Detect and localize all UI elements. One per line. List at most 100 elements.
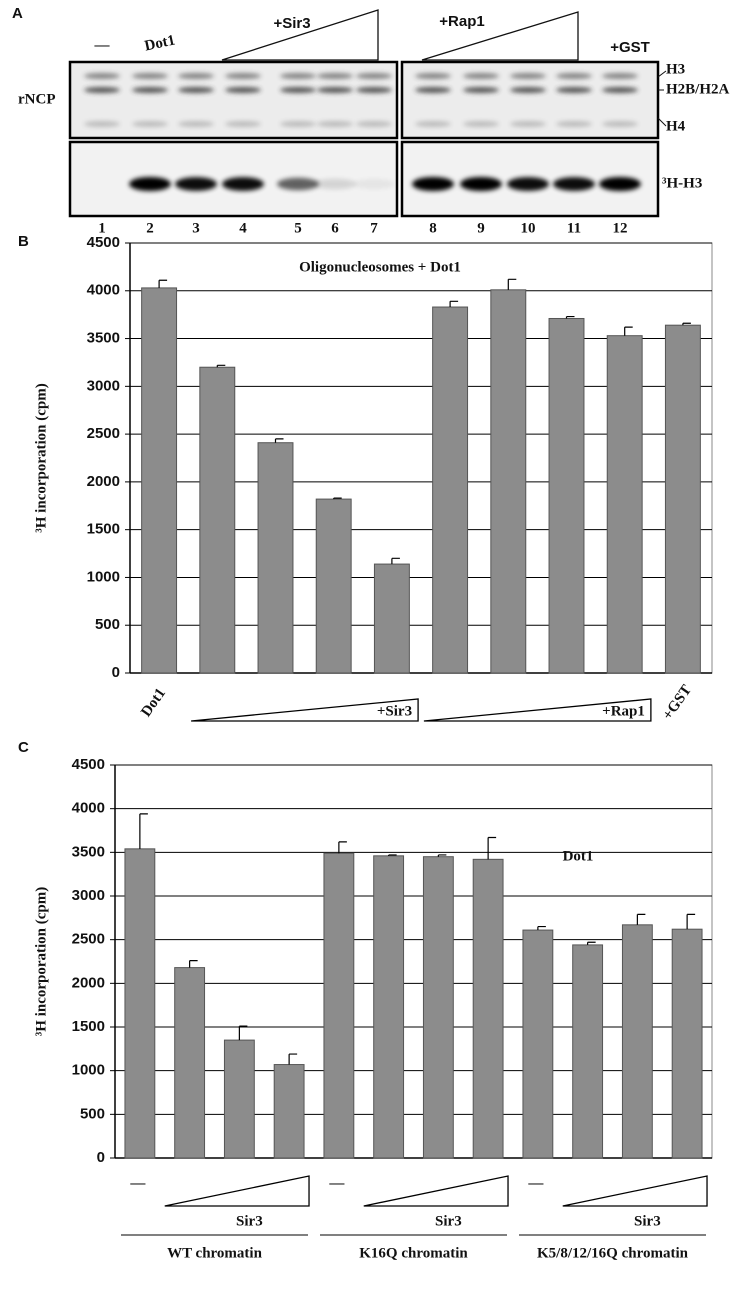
band — [460, 177, 502, 191]
lane-number: 7 — [370, 220, 378, 236]
band — [463, 121, 499, 127]
y-tick-label: 1000 — [87, 568, 120, 585]
gradient-triangle — [165, 1176, 309, 1206]
bar — [142, 288, 177, 673]
gradient-triangle — [563, 1176, 707, 1206]
band — [415, 73, 451, 79]
x-tick-label: Dot1 — [138, 685, 169, 719]
lane-number: 8 — [429, 220, 437, 236]
band — [356, 73, 392, 79]
band — [175, 177, 217, 191]
band — [129, 177, 171, 191]
y-tick-label: 0 — [97, 1149, 105, 1166]
lane-number: 12 — [613, 220, 628, 236]
band — [599, 177, 641, 191]
band — [317, 121, 353, 127]
band — [602, 87, 638, 93]
band — [314, 179, 356, 189]
band — [463, 73, 499, 79]
y-tick-label: 500 — [80, 1105, 105, 1122]
bar — [573, 945, 603, 1158]
band — [510, 73, 546, 79]
bar — [175, 968, 205, 1158]
band — [556, 121, 592, 127]
panel-label: C — [18, 739, 29, 756]
bar — [672, 929, 702, 1158]
bar — [423, 857, 453, 1158]
chart-title: Dot1 — [563, 848, 594, 864]
lane-number: 2 — [146, 220, 154, 236]
error-bar — [392, 558, 400, 564]
lane-header: Dot1 — [143, 32, 176, 54]
band — [280, 87, 316, 93]
band — [280, 73, 316, 79]
bar — [523, 930, 553, 1158]
band — [556, 73, 592, 79]
lane-header: — — [94, 37, 111, 53]
band — [507, 177, 549, 191]
x-tick-label: — — [129, 1175, 146, 1191]
bar — [473, 859, 503, 1158]
y-tick-label: 0 — [112, 664, 120, 681]
band-label: ³H-H3 — [662, 175, 702, 191]
y-tick-label: 3000 — [87, 377, 120, 394]
band — [84, 73, 120, 79]
error-bar — [538, 927, 546, 930]
band-label: H3 — [666, 61, 685, 77]
error-bar — [625, 327, 633, 336]
group-label: K16Q chromatin — [359, 1245, 468, 1261]
band — [412, 177, 454, 191]
band — [225, 73, 261, 79]
bar — [125, 849, 155, 1158]
lane-number: 10 — [521, 220, 536, 236]
y-tick-label: 2000 — [72, 974, 105, 991]
y-tick-label: 4500 — [72, 756, 105, 773]
bar — [491, 290, 526, 673]
gel-panel — [70, 62, 397, 138]
band — [280, 121, 316, 127]
y-tick-label: 4500 — [87, 234, 120, 251]
page: A — Dot1 +Sir3 +Rap1 +GST rNCP H3 H2B/H2… — [0, 0, 747, 1293]
error-bar — [687, 914, 695, 929]
error-bar — [276, 439, 284, 443]
y-tick-label: 2000 — [87, 473, 120, 490]
band — [415, 121, 451, 127]
band — [602, 121, 638, 127]
band — [225, 87, 261, 93]
error-bar — [488, 837, 496, 859]
bar — [665, 325, 700, 673]
error-bar — [140, 814, 148, 849]
lane-header: +Rap1 — [439, 13, 484, 30]
group-label: +Rap1 — [602, 703, 645, 719]
band — [178, 73, 214, 79]
band-label: H2B/H2A — [666, 81, 730, 97]
panel-label: B — [18, 233, 29, 250]
band — [415, 87, 451, 93]
bar — [224, 1040, 254, 1158]
bar — [549, 318, 584, 673]
x-tick-label: — — [328, 1175, 345, 1191]
lane-number: 4 — [239, 220, 247, 236]
y-tick-label: 3500 — [87, 330, 120, 347]
band — [132, 87, 168, 93]
treatment-label: Sir3 — [634, 1213, 661, 1229]
band — [463, 87, 499, 93]
error-bar — [289, 1054, 297, 1064]
y-tick-label: 3000 — [72, 887, 105, 904]
band — [317, 87, 353, 93]
band — [356, 121, 392, 127]
band — [222, 177, 264, 191]
bar — [274, 1065, 304, 1158]
band — [132, 121, 168, 127]
error-bar — [637, 914, 645, 924]
error-bar — [508, 279, 516, 290]
bar — [200, 367, 235, 673]
group-label: K5/8/12/16Q chromatin — [537, 1245, 689, 1261]
y-tick-label: 4000 — [87, 282, 120, 299]
figure: A — Dot1 +Sir3 +Rap1 +GST rNCP H3 H2B/H2… — [0, 0, 747, 1293]
band — [353, 179, 395, 189]
x-tick-label: +GST — [660, 682, 695, 723]
band — [84, 87, 120, 93]
lane-number: 6 — [331, 220, 339, 236]
band — [602, 73, 638, 79]
